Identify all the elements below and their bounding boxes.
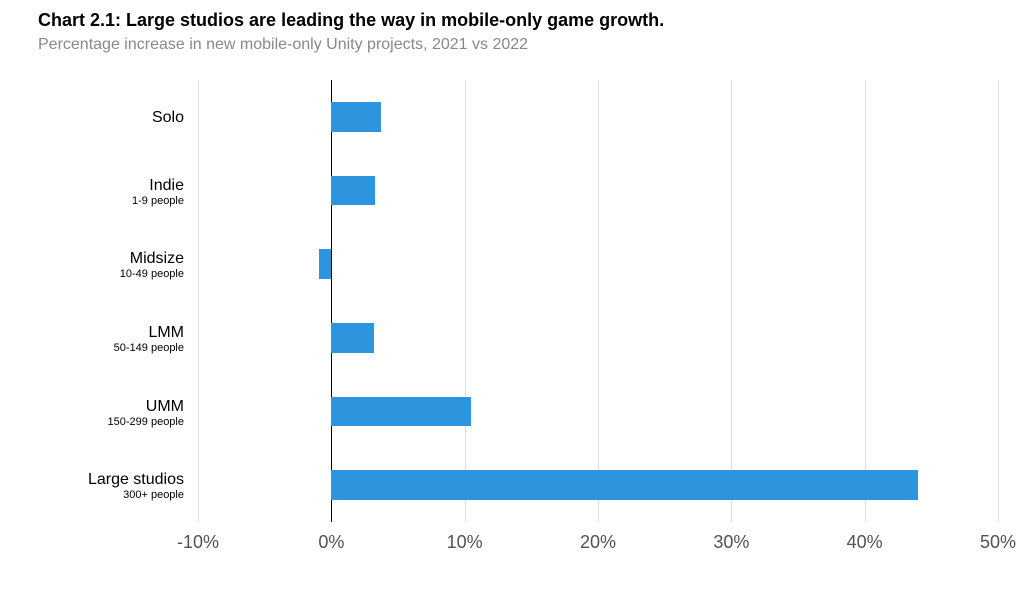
- x-tick-label: 0%: [318, 532, 344, 553]
- y-category-sublabel: 150-299 people: [108, 416, 184, 428]
- chart-container: Chart 2.1: Large studios are leading the…: [0, 0, 1024, 599]
- x-tick-label: 40%: [847, 532, 883, 553]
- bar: [331, 102, 380, 131]
- gridline: [998, 80, 999, 522]
- gridline: [198, 80, 199, 522]
- y-category-sublabel: 10-49 people: [120, 268, 184, 280]
- y-category-sublabel: 300+ people: [123, 489, 184, 501]
- chart-subtitle: Percentage increase in new mobile-only U…: [38, 36, 528, 54]
- y-category-label: Large studios: [88, 471, 184, 489]
- y-category-label: Indie: [149, 177, 184, 195]
- bar: [331, 323, 374, 352]
- bar: [331, 176, 375, 205]
- x-tick-label: 10%: [447, 532, 483, 553]
- chart-title: Chart 2.1: Large studios are leading the…: [38, 10, 664, 31]
- gridline: [465, 80, 466, 522]
- y-category-sublabel: 50-149 people: [114, 342, 184, 354]
- gridline: [731, 80, 732, 522]
- y-category-sublabel: 1-9 people: [132, 195, 184, 207]
- x-tick-label: 20%: [580, 532, 616, 553]
- y-category-label: Midsize: [130, 250, 184, 268]
- gridline: [598, 80, 599, 522]
- x-tick-label: 50%: [980, 532, 1016, 553]
- plot-area: Solo Indie1-9 people Midsize10-49 people LM…: [38, 80, 998, 560]
- y-category-label: LMM: [148, 324, 184, 342]
- y-category-label: UMM: [146, 398, 184, 416]
- bar: [331, 470, 918, 499]
- x-tick-label: -10%: [177, 532, 219, 553]
- x-tick-label: 30%: [713, 532, 749, 553]
- zero-line: [331, 80, 332, 522]
- bar: [319, 249, 331, 278]
- bar: [331, 397, 471, 426]
- y-category-label: Solo: [152, 109, 184, 127]
- gridline: [865, 80, 866, 522]
